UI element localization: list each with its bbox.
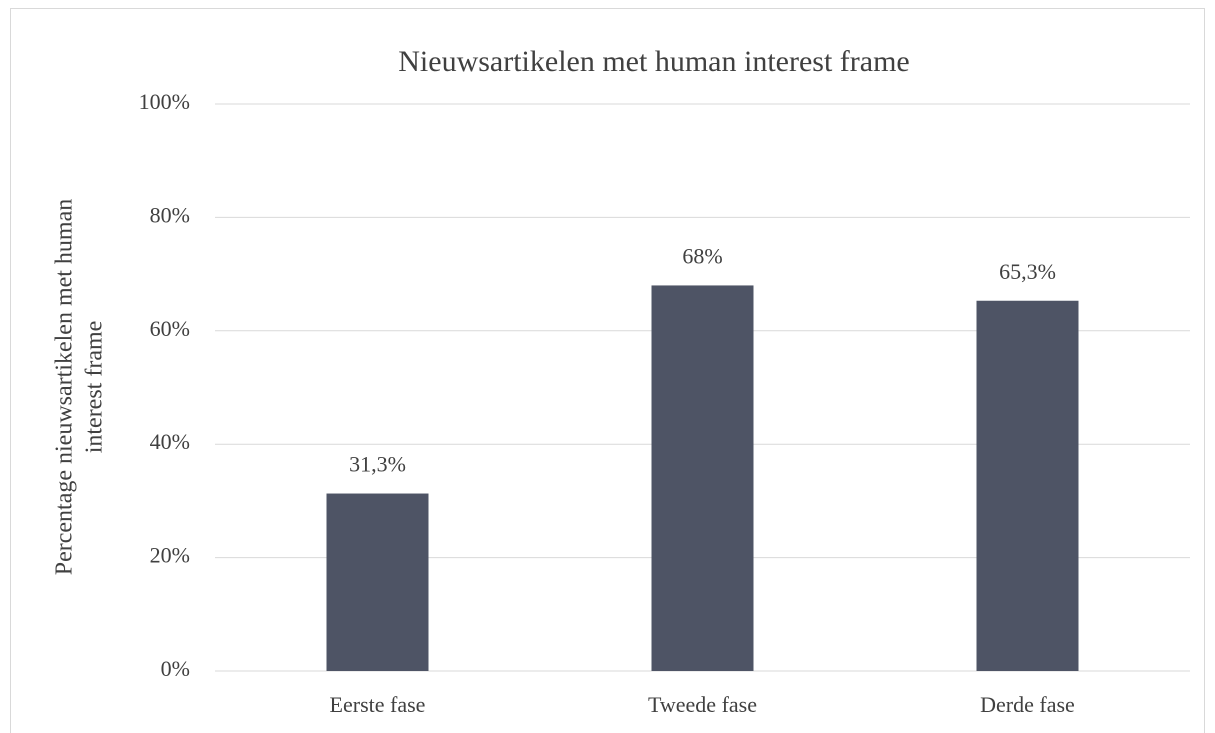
- bar: [976, 300, 1079, 671]
- y-tick-label: 40%: [150, 429, 190, 454]
- y-tick-label: 20%: [150, 543, 190, 568]
- data-label: 68%: [682, 243, 722, 268]
- x-tick-label: Tweede fase: [648, 692, 757, 717]
- y-axis-label: Percentage nieuwsartikelen met human: [52, 199, 78, 576]
- y-tick-label: 0%: [161, 656, 190, 681]
- data-label: 31,3%: [349, 452, 406, 477]
- y-axis-label: interest frame: [82, 321, 108, 454]
- x-tick-label: Derde fase: [980, 692, 1075, 717]
- bar: [651, 285, 754, 671]
- data-label: 65,3%: [999, 259, 1056, 284]
- y-tick-label: 100%: [139, 89, 190, 114]
- bar: [326, 493, 429, 671]
- chart-title: Nieuwsartikelen met human interest frame: [398, 45, 909, 78]
- y-tick-label: 80%: [150, 202, 190, 227]
- x-tick-label: Eerste fase: [330, 692, 426, 717]
- y-tick-label: 60%: [150, 316, 190, 341]
